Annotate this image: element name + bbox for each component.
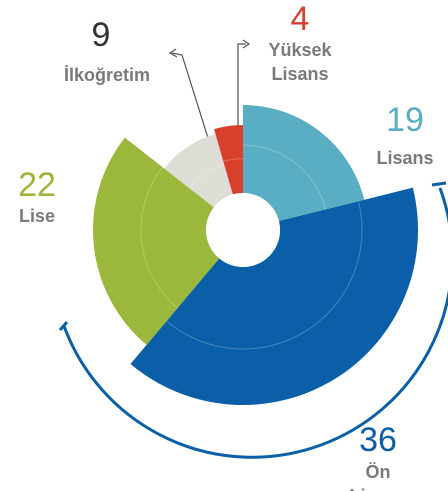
hole	[206, 193, 280, 267]
value-label: 4	[290, 0, 310, 38]
sector	[92, 137, 220, 345]
category-label: Yüksek Lisans	[268, 40, 332, 84]
pointer-head	[168, 48, 178, 58]
category-label: Lise	[18, 206, 56, 226]
pointer-head	[242, 39, 251, 49]
sector	[130, 187, 419, 405]
sector	[214, 125, 243, 195]
category-label: Ön Lisans	[349, 462, 406, 491]
guide-arc	[189, 164, 225, 189]
value-label: 22	[18, 166, 56, 204]
bracket	[58, 181, 448, 459]
value-label: 36	[359, 421, 397, 459]
value-label: 9	[91, 16, 111, 54]
sector	[243, 105, 365, 222]
guide-arc	[166, 201, 363, 350]
guide-arc	[140, 166, 178, 309]
category-label: Lisans	[376, 148, 434, 168]
value-label: 19	[386, 101, 424, 139]
guide-arc	[223, 158, 244, 162]
pointer	[237, 43, 246, 140]
pointer	[171, 52, 209, 139]
guide-arc	[242, 144, 326, 210]
sector	[164, 133, 233, 208]
category-label: İlkoğretim	[63, 65, 151, 85]
